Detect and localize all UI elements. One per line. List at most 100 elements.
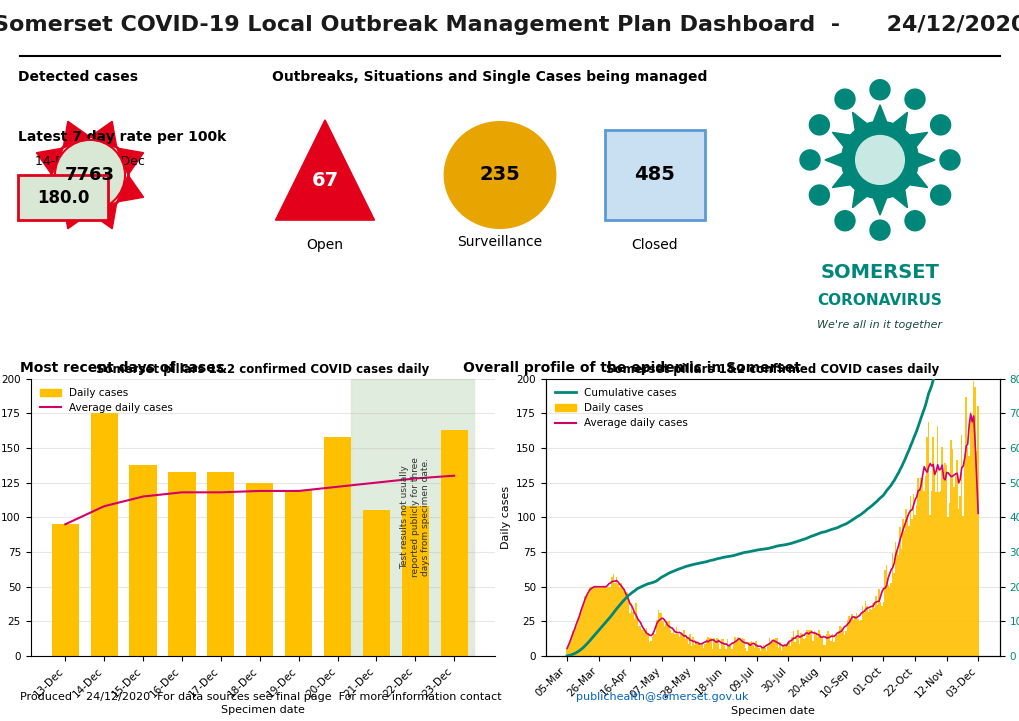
Bar [680, 632, 682, 656]
Circle shape [809, 115, 828, 135]
Bar [891, 554, 893, 656]
Bar [819, 634, 820, 656]
Bar [973, 387, 975, 656]
Bar [660, 613, 661, 656]
Bar [711, 649, 712, 656]
Legend: Cumulative cases, Daily cases, Average daily cases: Cumulative cases, Daily cases, Average d… [550, 384, 692, 433]
Text: Open: Open [306, 238, 343, 252]
Bar [948, 503, 950, 656]
Circle shape [841, 121, 917, 198]
Bar [849, 620, 851, 656]
Bar [900, 549, 902, 656]
Bar [919, 479, 921, 656]
Polygon shape [832, 133, 850, 147]
Bar [779, 642, 781, 656]
Bar [591, 587, 593, 656]
Bar [628, 596, 629, 656]
Bar [616, 584, 619, 656]
Bar [777, 647, 779, 656]
Bar [861, 606, 863, 656]
Bar [755, 641, 756, 656]
Bar [207, 472, 234, 656]
Bar [600, 587, 602, 656]
Bar [969, 412, 970, 656]
Bar [750, 641, 752, 656]
Bar [696, 644, 698, 656]
Bar [940, 491, 941, 656]
Bar [801, 634, 803, 656]
Bar [693, 645, 695, 656]
Bar [803, 640, 804, 656]
Bar [651, 637, 653, 656]
Bar [709, 638, 711, 656]
Bar [705, 640, 707, 656]
Bar [733, 644, 734, 656]
Bar [930, 491, 931, 656]
Bar [401, 506, 428, 656]
Bar [615, 577, 616, 656]
Bar [744, 647, 746, 656]
Polygon shape [37, 148, 63, 175]
Bar [953, 487, 954, 656]
Bar [599, 587, 600, 656]
Polygon shape [824, 154, 842, 167]
Polygon shape [893, 190, 907, 208]
Circle shape [799, 150, 819, 170]
Bar [683, 629, 684, 656]
Bar [956, 461, 957, 656]
Bar [577, 622, 578, 656]
Bar [883, 570, 886, 656]
Bar [782, 647, 784, 656]
Bar [569, 642, 571, 656]
Bar [936, 425, 937, 656]
Bar [924, 476, 925, 656]
Bar [967, 456, 969, 656]
Bar [954, 476, 956, 656]
Bar [893, 572, 894, 656]
Polygon shape [63, 202, 90, 229]
Bar [947, 518, 948, 656]
Bar [806, 629, 807, 656]
Bar [587, 593, 588, 656]
Bar [606, 587, 607, 656]
Polygon shape [37, 175, 63, 202]
Bar [702, 647, 704, 656]
Bar [715, 638, 717, 656]
Bar [602, 587, 603, 656]
Text: Overall profile of the epidemic in Somerset: Overall profile of the epidemic in Somer… [463, 360, 801, 375]
Bar [775, 638, 777, 656]
Bar [897, 554, 899, 656]
Bar [623, 590, 625, 656]
Bar [607, 587, 609, 656]
Bar [816, 637, 817, 656]
Bar [902, 518, 903, 656]
Bar [870, 610, 871, 656]
Bar [842, 631, 843, 656]
Polygon shape [909, 133, 926, 147]
Bar [351, 379, 473, 656]
Bar [664, 624, 666, 656]
Bar [976, 407, 978, 656]
Bar [937, 492, 940, 656]
Bar [882, 602, 883, 656]
Bar [873, 608, 874, 656]
Bar [566, 649, 568, 656]
Text: 67: 67 [311, 170, 338, 190]
Legend: Daily cases, Average daily cases: Daily cases, Average daily cases [36, 384, 177, 417]
Bar [759, 650, 760, 656]
Bar [633, 619, 635, 656]
Bar [655, 620, 657, 656]
Bar [168, 472, 196, 656]
Bar [440, 430, 468, 656]
Text: Latest 7 day rate per 100k: Latest 7 day rate per 100k [18, 130, 226, 144]
Circle shape [869, 80, 890, 99]
Bar [851, 614, 852, 656]
Text: Somerset COVID-19 Local Outbreak Management Plan Dashboard  -      24/12/2020: Somerset COVID-19 Local Outbreak Managem… [0, 14, 1019, 35]
Circle shape [854, 135, 904, 185]
Bar [728, 647, 730, 656]
Bar [788, 642, 789, 656]
Bar [928, 515, 930, 656]
Bar [887, 585, 889, 656]
Bar [730, 647, 731, 656]
Bar [763, 647, 765, 656]
